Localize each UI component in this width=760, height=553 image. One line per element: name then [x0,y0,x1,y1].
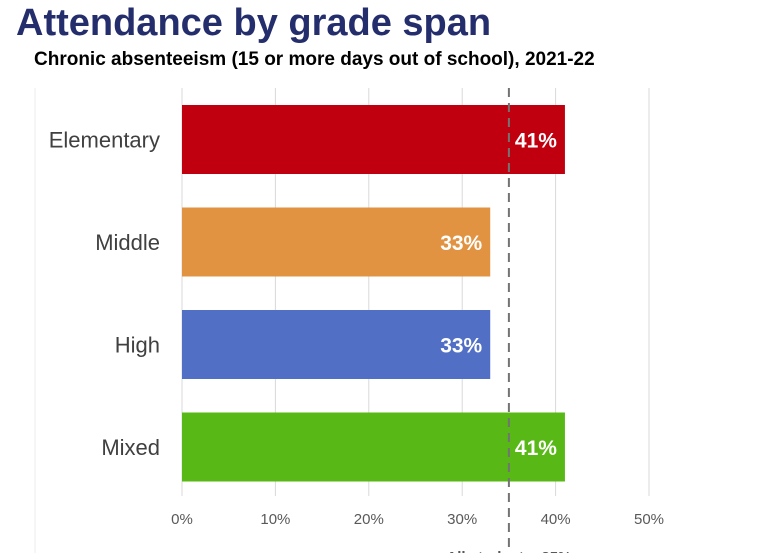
category-label-elementary: Elementary [49,128,160,153]
bars [182,105,565,482]
data-label-elementary: 41% [515,130,557,153]
x-tick-label: 30% [447,511,477,528]
category-labels: Elementary Middle High Mixed [49,128,160,461]
category-label-middle: Middle [95,230,160,255]
data-label-high: 33% [440,335,482,358]
data-label-middle: 33% [440,232,482,255]
x-tick-label: 40% [541,511,571,528]
x-tick-label: 50% [634,511,664,528]
category-label-high: High [115,333,160,358]
chart-subtitle: Chronic absenteeism (15 or more days out… [34,49,595,70]
reference-line-label: All students: 35% [446,549,571,553]
x-tick-label: 20% [354,511,384,528]
bar-mixed [182,412,565,482]
bar-elementary [182,105,565,174]
x-tick-label: 10% [260,511,290,528]
reference-line-group: All students: 35% [446,88,571,553]
bar-high [182,310,491,379]
chart-title: Attendance by grade span [16,2,492,44]
bar-middle [182,207,491,277]
data-label-mixed: 41% [515,437,557,460]
x-tick-labels: 0% 10% 20% 30% 40% 50% [171,511,664,528]
x-tick-label: 0% [171,511,193,528]
data-labels: 41% 33% 33% 41% [440,130,557,461]
category-label-mixed: Mixed [101,435,160,460]
